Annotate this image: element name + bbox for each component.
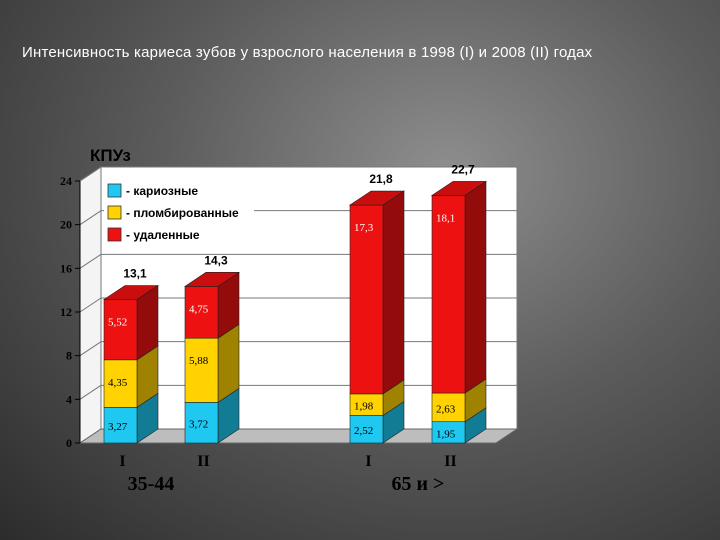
- legend-label: - удаленные: [126, 228, 200, 242]
- bar-top: [184, 272, 240, 287]
- bar-segment: 2,52: [349, 400, 405, 444]
- bar-segment: 18,1: [431, 180, 487, 394]
- data-label: 1,95: [436, 428, 456, 440]
- bar-segment-front: [184, 286, 219, 339]
- bar-segment-front: [103, 359, 138, 408]
- data-label: 17,3: [354, 222, 374, 234]
- y-axis-label: КПУз: [90, 146, 131, 165]
- group-label: 35-44: [128, 473, 175, 495]
- bar-segment: 5,52: [103, 284, 159, 361]
- grid-line-side: [79, 210, 102, 226]
- x-axis-ticks: I II I II: [119, 453, 456, 470]
- data-label: 3,27: [108, 421, 128, 433]
- grid-line-side: [79, 166, 102, 182]
- group-labels: 35-44 65 и >: [128, 473, 445, 495]
- bar-segment-front: [103, 299, 138, 361]
- grid-line-side: [79, 253, 102, 269]
- legend-swatch: [107, 205, 122, 220]
- y-tick-label: 16: [60, 261, 72, 275]
- bar-top: [103, 285, 159, 300]
- total-label: 21,8: [369, 172, 393, 186]
- grid-line-side: [79, 297, 102, 313]
- bar-segment: 3,72: [184, 387, 240, 444]
- bar-segment-front: [349, 415, 384, 444]
- data-label: 2,52: [354, 425, 373, 437]
- legend-swatch: [107, 183, 122, 198]
- bar-segment-side: [464, 180, 487, 394]
- bar-segment: 4,75: [184, 271, 240, 339]
- data-label: 4,75: [189, 303, 209, 315]
- y-tick-label: 8: [66, 349, 72, 363]
- data-label: 3,72: [189, 419, 208, 431]
- data-label: 5,88: [189, 355, 209, 367]
- slide-title: Интенсивность кариеса зубов у взрослого …: [22, 44, 593, 61]
- bar-segment-front: [184, 402, 219, 444]
- data-label: 2,63: [436, 403, 456, 415]
- grid-line-side: [79, 341, 102, 357]
- x-tick-label: II: [444, 453, 456, 470]
- legend-label: - кариозные: [126, 184, 198, 198]
- bar-segment-side: [382, 190, 405, 395]
- bar-segment-front: [184, 337, 219, 403]
- bar-top: [349, 190, 405, 206]
- bar-segment: 2,63: [431, 378, 487, 423]
- data-label: 18,1: [436, 212, 455, 224]
- group-label: 65 и >: [392, 473, 445, 495]
- y-axis-ticks: 0 4 8 12 16 20 24: [60, 174, 81, 450]
- y-tick-label: 0: [66, 436, 72, 450]
- bar-segment: 3,27: [103, 392, 159, 444]
- bar-segment: 5,88: [184, 323, 240, 403]
- data-label: 5,52: [108, 317, 127, 329]
- bar-top: [431, 181, 487, 196]
- x-tick-label: II: [197, 453, 209, 470]
- bar-segment: 1,98: [349, 379, 405, 417]
- bar-segment: 4,35: [103, 345, 159, 408]
- bar-segment: 17,3: [349, 190, 405, 395]
- bar-segment-front: [431, 195, 466, 394]
- x-tick-label: I: [119, 453, 125, 470]
- grid-line-side: [79, 384, 102, 400]
- bars: 3,27 4,35 5,52 13,1 3,72 5,88 4,75 14,3 2,52 1,98…: [103, 162, 487, 444]
- legend-label: - пломбированные: [126, 206, 239, 220]
- bar-segment-front: [431, 392, 466, 423]
- total-label: 22,7: [451, 162, 475, 176]
- data-label: 1,98: [354, 401, 374, 413]
- bar-segment-front: [103, 407, 138, 444]
- y-tick-label: 12: [60, 305, 72, 319]
- legend-box: [104, 181, 254, 249]
- legend-swatch: [107, 227, 122, 242]
- legend: - кариозные - пломбированные - удаленные: [104, 181, 254, 249]
- y-tick-label: 4: [66, 392, 72, 406]
- total-label: 13,1: [123, 267, 147, 281]
- y-tick-label: 24: [60, 174, 72, 188]
- bar-segment-front: [349, 204, 384, 395]
- total-label: 14,3: [204, 253, 228, 267]
- data-label: 4,35: [108, 377, 128, 389]
- y-tick-label: 20: [60, 218, 72, 232]
- x-tick-label: I: [365, 453, 371, 470]
